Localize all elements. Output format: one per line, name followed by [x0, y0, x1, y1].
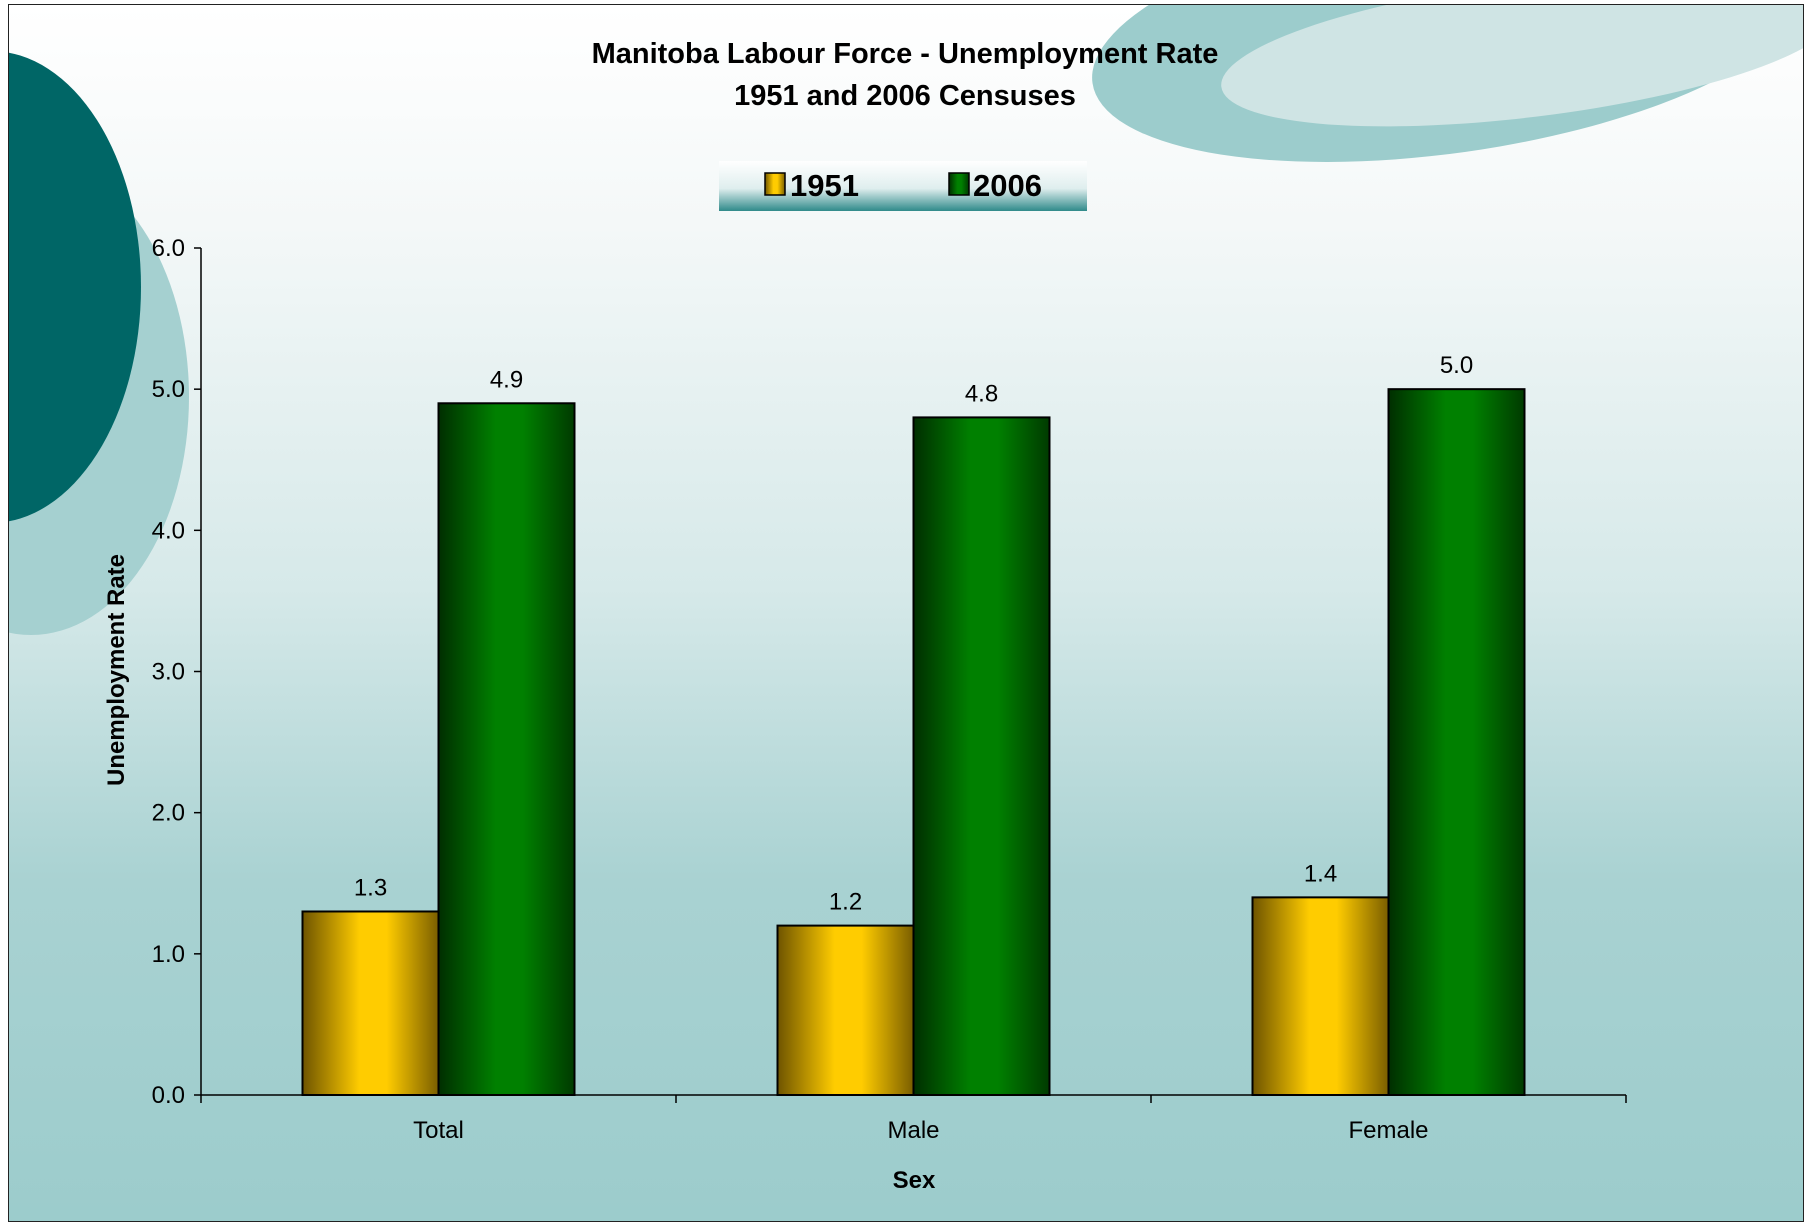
chart-subtitle: 1951 and 2006 Censuses — [734, 80, 1076, 112]
data-label: 4.8 — [965, 380, 998, 407]
legend-swatch-2006 — [948, 172, 970, 196]
data-label: 1.4 — [1304, 860, 1337, 887]
chart-title: Manitoba Labour Force - Unemployment Rat… — [592, 38, 1219, 70]
y-tick-label: 1.0 — [152, 941, 185, 968]
y-axis-title: Unemployment Rate — [103, 554, 130, 786]
chart-frame: Manitoba Labour Force - Unemployment Rat… — [8, 4, 1804, 1222]
legend-label-1951: 1951 — [790, 168, 859, 203]
bar-1951 — [1251, 896, 1390, 1096]
y-tick-label: 3.0 — [152, 659, 185, 686]
legend-swatch-1951 — [764, 172, 786, 196]
legend: 1951 2006 — [719, 161, 1087, 211]
y-tick-label: 2.0 — [152, 800, 185, 827]
category-label: Total — [413, 1117, 464, 1144]
background-decoration — [9, 5, 1803, 635]
bar-2006 — [1387, 388, 1526, 1096]
data-label: 1.3 — [354, 874, 387, 901]
legend-label-2006: 2006 — [973, 168, 1042, 203]
category-label: Male — [887, 1117, 939, 1144]
x-axis-title: Sex — [893, 1167, 936, 1194]
bar-1951 — [776, 924, 915, 1096]
data-label: 5.0 — [1440, 352, 1473, 379]
y-tick-label: 5.0 — [152, 376, 185, 403]
y-tick-label: 4.0 — [152, 517, 185, 544]
bar-2006 — [437, 402, 576, 1096]
plot-area: 0.0 1.0 2.0 3.0 4.0 5.0 6.0 Total 1.3 4.9 Male 1.2 4… — [152, 235, 1627, 1144]
bar-2006 — [912, 416, 1051, 1096]
y-tick-label: 0.0 — [152, 1082, 185, 1109]
data-label: 1.2 — [829, 889, 862, 916]
y-tick-label: 6.0 — [152, 235, 185, 262]
bar-chart: Manitoba Labour Force - Unemployment Rat… — [9, 5, 1803, 1194]
category-label: Female — [1348, 1117, 1428, 1144]
data-label: 4.9 — [490, 366, 523, 393]
bar-1951 — [301, 910, 440, 1096]
